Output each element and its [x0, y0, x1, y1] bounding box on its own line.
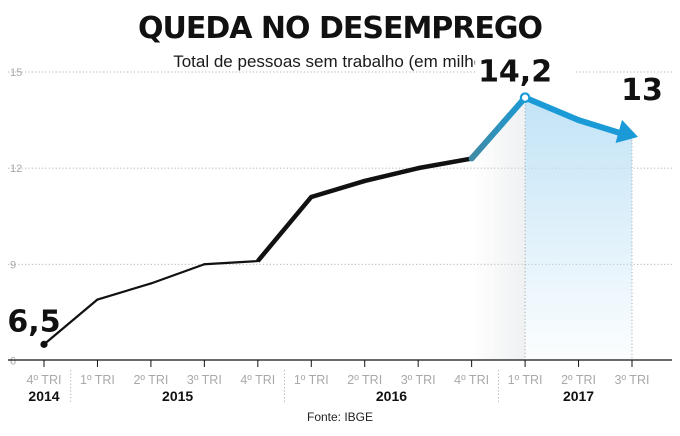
line-joint-7	[415, 165, 421, 171]
line-segment-2	[149, 263, 206, 285]
x-tick-label-2: 2º TRI	[133, 373, 168, 387]
line-segment-7	[417, 156, 473, 171]
year-label-2016: 2016	[376, 388, 407, 404]
x-tick-label-1: 1º TRI	[80, 373, 115, 387]
line-joint-6	[362, 178, 367, 184]
arrow-head	[615, 119, 638, 144]
value-annotations: 6,5 14,2 13	[7, 53, 663, 339]
line-segment-1	[96, 282, 153, 301]
x-tick-label-5: 1º TRI	[294, 373, 329, 387]
data-point-start	[40, 340, 48, 348]
x-tick-label-0: 4º TRI	[27, 373, 62, 387]
line-joint-10	[575, 117, 582, 124]
chart-title: QUEDA NO DESEMPREGO	[138, 11, 542, 46]
x-tick-label-10: 2º TRI	[561, 373, 596, 387]
line-segment-9	[523, 94, 580, 123]
x-tick-label-4: 4º TRI	[240, 373, 275, 387]
y-tick-label-6: 6	[10, 355, 16, 367]
annotation-11: 13	[621, 73, 663, 108]
x-tick-label-8: 4º TRI	[454, 373, 489, 387]
x-tick-label-9: 1º TRI	[508, 373, 543, 387]
annotation-9: 14,2	[478, 55, 552, 90]
highlight-area	[471, 97, 633, 360]
annotation-bg-peak	[475, 53, 576, 88]
x-tick-label-11: 3º TRI	[615, 373, 650, 387]
highlight-fill-2017	[525, 97, 632, 360]
y-tick-label-15: 15	[10, 67, 22, 79]
x-tick-label-6: 2º TRI	[347, 373, 382, 387]
annotation-0: 6,5	[7, 304, 60, 339]
y-axis-ticks: 6 9 12 15	[10, 67, 22, 367]
year-label-2014: 2014	[28, 388, 59, 404]
chart-subtitle: Total de pessoas sem trabalho (em milhõe…	[173, 52, 507, 71]
year-label-2015: 2015	[162, 388, 193, 404]
line-segment-3	[203, 259, 259, 266]
data-points	[40, 92, 531, 348]
line-segment-0	[42, 298, 99, 346]
line-joint-8	[468, 155, 475, 162]
x-tick-label-3: 3º TRI	[187, 373, 222, 387]
line-segment-8	[469, 95, 528, 161]
year-labels: 2014 2015 2016 2017	[28, 370, 594, 404]
x-tick-label-7: 3º TRI	[401, 373, 436, 387]
line-segment-5	[310, 178, 366, 200]
line-joint-5	[309, 194, 314, 200]
year-label-2017: 2017	[563, 388, 594, 404]
shadow-fill-2016	[471, 97, 526, 360]
source-note: Fonte: IBGE	[307, 410, 373, 424]
y-tick-label-12: 12	[10, 163, 22, 175]
line-segment-4	[256, 195, 314, 263]
data-point-peak	[519, 92, 531, 103]
line-segment-6	[364, 165, 419, 184]
x-axis-ticks: 4º TRI 1º TRI 2º TRI 3º TRI 4º TRI 1º TRI 2º T…	[27, 360, 650, 387]
y-tick-label-9: 9	[10, 259, 16, 271]
